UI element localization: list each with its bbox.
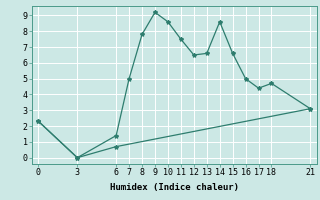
X-axis label: Humidex (Indice chaleur): Humidex (Indice chaleur) — [110, 183, 239, 192]
